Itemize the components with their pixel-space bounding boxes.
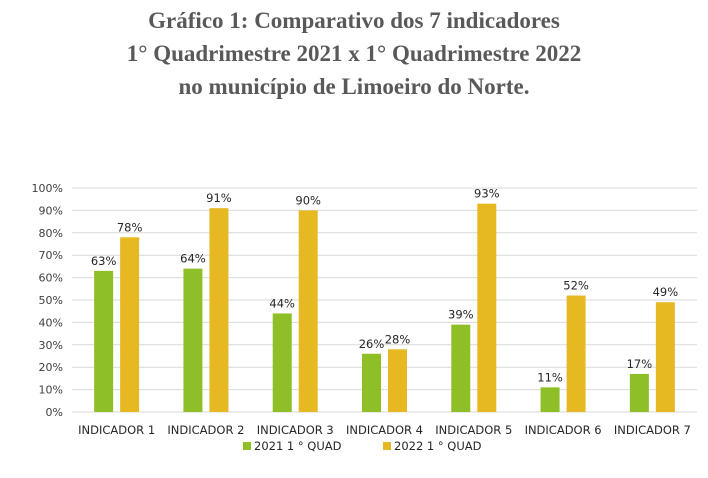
- x-tick-label: INDICADOR 4: [346, 423, 423, 437]
- data-label: 64%: [180, 252, 206, 266]
- chart-title-line-3: no município de Limoeiro do Norte.: [178, 74, 530, 99]
- x-tick-label: INDICADOR 5: [435, 423, 512, 437]
- x-tick-label: INDICADOR 3: [257, 423, 334, 437]
- data-label: 91%: [206, 191, 232, 205]
- y-tick-label: 80%: [39, 227, 63, 240]
- bar: [298, 210, 318, 412]
- y-tick-label: 50%: [39, 294, 63, 307]
- data-label: 63%: [91, 254, 117, 268]
- bar: [94, 270, 114, 412]
- data-label: 26%: [359, 337, 385, 351]
- data-label: 17%: [627, 357, 653, 371]
- legend-swatch: [383, 442, 391, 450]
- y-tick-label: 100%: [32, 182, 63, 195]
- y-tick-label: 90%: [39, 204, 63, 217]
- y-tick-label: 60%: [39, 272, 63, 285]
- y-tick-label: 30%: [39, 339, 63, 352]
- y-tick-label: 40%: [39, 316, 63, 329]
- chart-title-line-1: Gráfico 1: Comparativo dos 7 indicadores: [148, 8, 560, 33]
- legend-swatch: [243, 442, 251, 450]
- data-label: 11%: [537, 370, 563, 384]
- bar: [540, 387, 560, 412]
- y-tick-label: 0%: [46, 406, 63, 419]
- bar: [183, 268, 203, 412]
- bar: [388, 349, 407, 412]
- bar: [566, 295, 586, 412]
- data-label: 49%: [653, 285, 679, 299]
- data-label: 28%: [385, 332, 411, 346]
- bar: [629, 373, 649, 412]
- data-label: 44%: [269, 296, 295, 310]
- data-label: 90%: [295, 193, 321, 207]
- x-tick-label: INDICADOR 2: [167, 423, 244, 437]
- data-label: 52%: [563, 279, 589, 293]
- legend-label: 2022 1 ° QUAD: [394, 439, 482, 453]
- chart-title-line-2: 1° Quadrimestre 2021 x 1° Quadrimestre 2…: [126, 41, 582, 66]
- y-tick-label: 70%: [39, 249, 63, 262]
- y-tick-label: 20%: [39, 361, 63, 374]
- bar: [209, 208, 229, 412]
- bar: [120, 237, 140, 412]
- bar: [362, 353, 381, 412]
- data-label: 78%: [117, 220, 143, 234]
- data-label: 39%: [448, 308, 474, 322]
- legend-label: 2021 1 ° QUAD: [254, 439, 342, 453]
- x-tick-label: INDICADOR 1: [78, 423, 155, 437]
- data-label: 93%: [474, 187, 500, 201]
- bar: [272, 313, 292, 412]
- x-tick-label: INDICADOR 7: [614, 423, 691, 437]
- x-tick-label: INDICADOR 6: [525, 423, 602, 437]
- bar: [477, 203, 497, 412]
- bar: [655, 302, 675, 412]
- bar: [451, 324, 471, 412]
- y-tick-label: 10%: [39, 384, 63, 397]
